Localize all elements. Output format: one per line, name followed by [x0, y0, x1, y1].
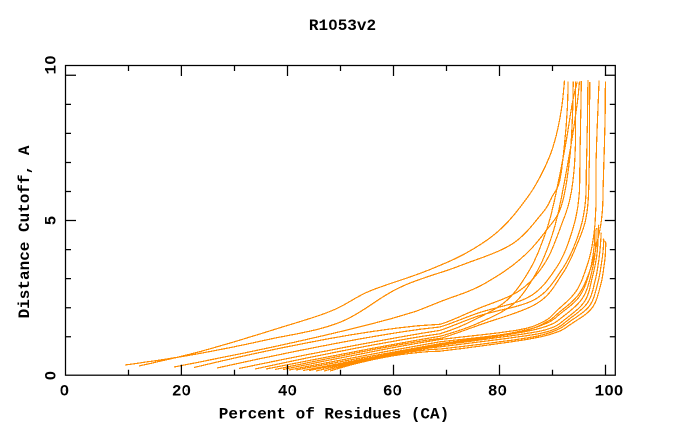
- svg-text:Distance Cutoff, A: Distance Cutoff, A: [16, 145, 34, 318]
- svg-text:10: 10: [43, 55, 61, 74]
- svg-text:20: 20: [172, 383, 191, 401]
- svg-text:40: 40: [278, 383, 297, 401]
- svg-text:60: 60: [383, 383, 402, 401]
- svg-text:5: 5: [43, 216, 61, 226]
- svg-text:R1053v2: R1053v2: [309, 17, 376, 35]
- svg-text:80: 80: [488, 383, 507, 401]
- svg-text:Percent of Residues (CA): Percent of Residues (CA): [219, 405, 449, 423]
